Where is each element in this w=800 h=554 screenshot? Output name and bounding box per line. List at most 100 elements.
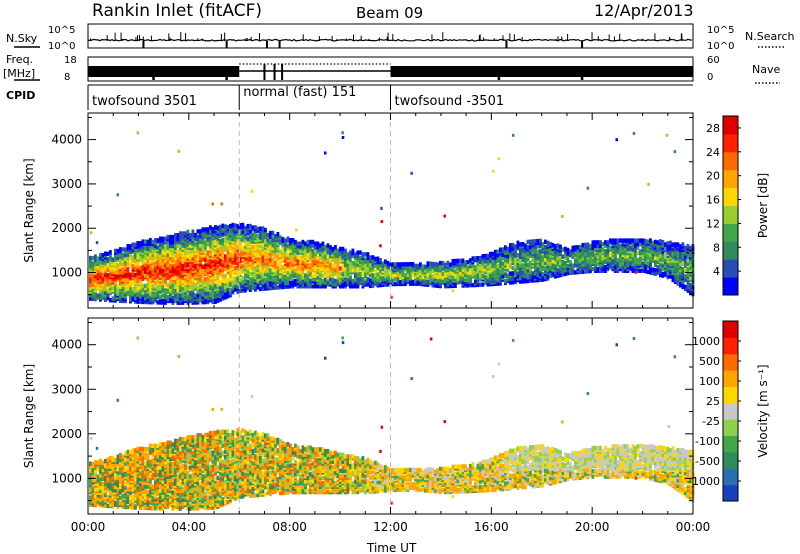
echo-cell bbox=[374, 263, 377, 269]
echo-cell bbox=[354, 262, 357, 268]
echo-cell bbox=[526, 268, 530, 273]
echo-cell bbox=[89, 486, 92, 491]
echo-cell bbox=[576, 262, 580, 268]
echo-cell bbox=[661, 243, 665, 248]
echo-cell bbox=[104, 272, 107, 278]
colorbar-tick-label: 8 bbox=[713, 241, 720, 254]
echo-cell bbox=[481, 270, 485, 275]
echo-cell bbox=[444, 282, 447, 287]
echo-cell bbox=[91, 499, 95, 504]
echo-cell bbox=[191, 272, 195, 277]
echo-cell bbox=[199, 275, 202, 280]
echo-cell bbox=[131, 295, 135, 301]
echo-cell bbox=[274, 264, 277, 269]
echo-cell bbox=[389, 262, 392, 267]
echo-cell bbox=[286, 261, 290, 266]
echo-cell bbox=[606, 245, 610, 250]
echo-cell bbox=[119, 287, 122, 293]
echo-cell bbox=[386, 275, 390, 280]
echo-cell bbox=[569, 260, 572, 265]
echo-cell bbox=[604, 249, 607, 254]
echo-cell bbox=[544, 239, 547, 244]
echo-cell bbox=[289, 248, 292, 254]
echo-point bbox=[665, 133, 669, 137]
echo-cell bbox=[314, 280, 317, 285]
echo-cell bbox=[284, 256, 287, 261]
echo-cell bbox=[119, 261, 122, 266]
echo-cell bbox=[204, 276, 207, 282]
echo-cell bbox=[224, 254, 227, 259]
echo-cell bbox=[331, 262, 335, 268]
echo-cell bbox=[321, 241, 325, 246]
echo-cell bbox=[144, 267, 147, 273]
echo-cell bbox=[441, 261, 445, 266]
echo-cell bbox=[654, 239, 657, 245]
echo-cell bbox=[194, 300, 197, 305]
echo-cell bbox=[446, 260, 450, 266]
echo-cell bbox=[149, 273, 152, 278]
echo-cell bbox=[231, 256, 235, 261]
echo-cell bbox=[181, 263, 185, 268]
echo-cell bbox=[186, 286, 190, 291]
echo-cell bbox=[166, 259, 170, 265]
echo-cell bbox=[674, 254, 677, 260]
echo-cell bbox=[559, 260, 562, 265]
echo-cell bbox=[94, 286, 97, 291]
echo-cell bbox=[156, 261, 160, 266]
echo-cell bbox=[524, 279, 527, 284]
echo-cell bbox=[361, 269, 365, 275]
echo-cell bbox=[299, 262, 302, 268]
echo-cell bbox=[111, 500, 115, 505]
echo-cell bbox=[334, 257, 337, 262]
echo-cell bbox=[446, 280, 450, 285]
echo-cell bbox=[249, 229, 252, 234]
echo-cell bbox=[239, 223, 242, 228]
echo-cell bbox=[99, 277, 102, 283]
echo-cell bbox=[521, 252, 525, 257]
echo-cell bbox=[369, 262, 372, 267]
echo-cell bbox=[289, 261, 292, 266]
echo-cell bbox=[351, 264, 355, 269]
echo-cell bbox=[134, 262, 137, 267]
echo-cell bbox=[319, 278, 322, 284]
echo-cell bbox=[171, 234, 175, 240]
echo-cell bbox=[221, 248, 225, 253]
echo-cell bbox=[519, 242, 522, 247]
echo-cell bbox=[129, 272, 132, 277]
echo-cell bbox=[636, 238, 640, 243]
echo-cell bbox=[289, 238, 292, 243]
echo-cell bbox=[516, 244, 520, 249]
echo-cell bbox=[129, 279, 132, 284]
echo-cell bbox=[504, 245, 507, 250]
echo-cell bbox=[126, 291, 130, 297]
colorbar-tick-label: 4 bbox=[713, 265, 720, 278]
echo-cell bbox=[131, 242, 135, 247]
echo-cell bbox=[109, 496, 112, 502]
echo-cell bbox=[159, 273, 162, 279]
echo-cell bbox=[529, 275, 532, 280]
echo-cell bbox=[361, 282, 365, 287]
echo-cell bbox=[271, 257, 275, 262]
echo-cell bbox=[99, 265, 102, 270]
echo-cell bbox=[246, 224, 250, 229]
echo-point bbox=[95, 241, 99, 245]
echo-cell bbox=[626, 238, 630, 243]
echo-point bbox=[380, 220, 384, 224]
echo-cell bbox=[276, 269, 280, 274]
echo-cell bbox=[511, 271, 515, 276]
echo-cell bbox=[681, 279, 685, 284]
echo-point bbox=[136, 131, 139, 135]
echo-cell bbox=[616, 238, 620, 243]
echo-cell bbox=[351, 248, 355, 253]
echo-cell bbox=[161, 288, 165, 293]
echo-cell bbox=[591, 240, 595, 245]
echo-cell bbox=[596, 254, 600, 259]
echo-cell bbox=[686, 258, 690, 263]
echo-point bbox=[410, 171, 413, 175]
echo-cell bbox=[166, 252, 170, 257]
echo-cell bbox=[286, 256, 290, 261]
echo-cell bbox=[536, 269, 540, 274]
echo-cell bbox=[316, 275, 320, 280]
echo-cell bbox=[154, 280, 157, 285]
